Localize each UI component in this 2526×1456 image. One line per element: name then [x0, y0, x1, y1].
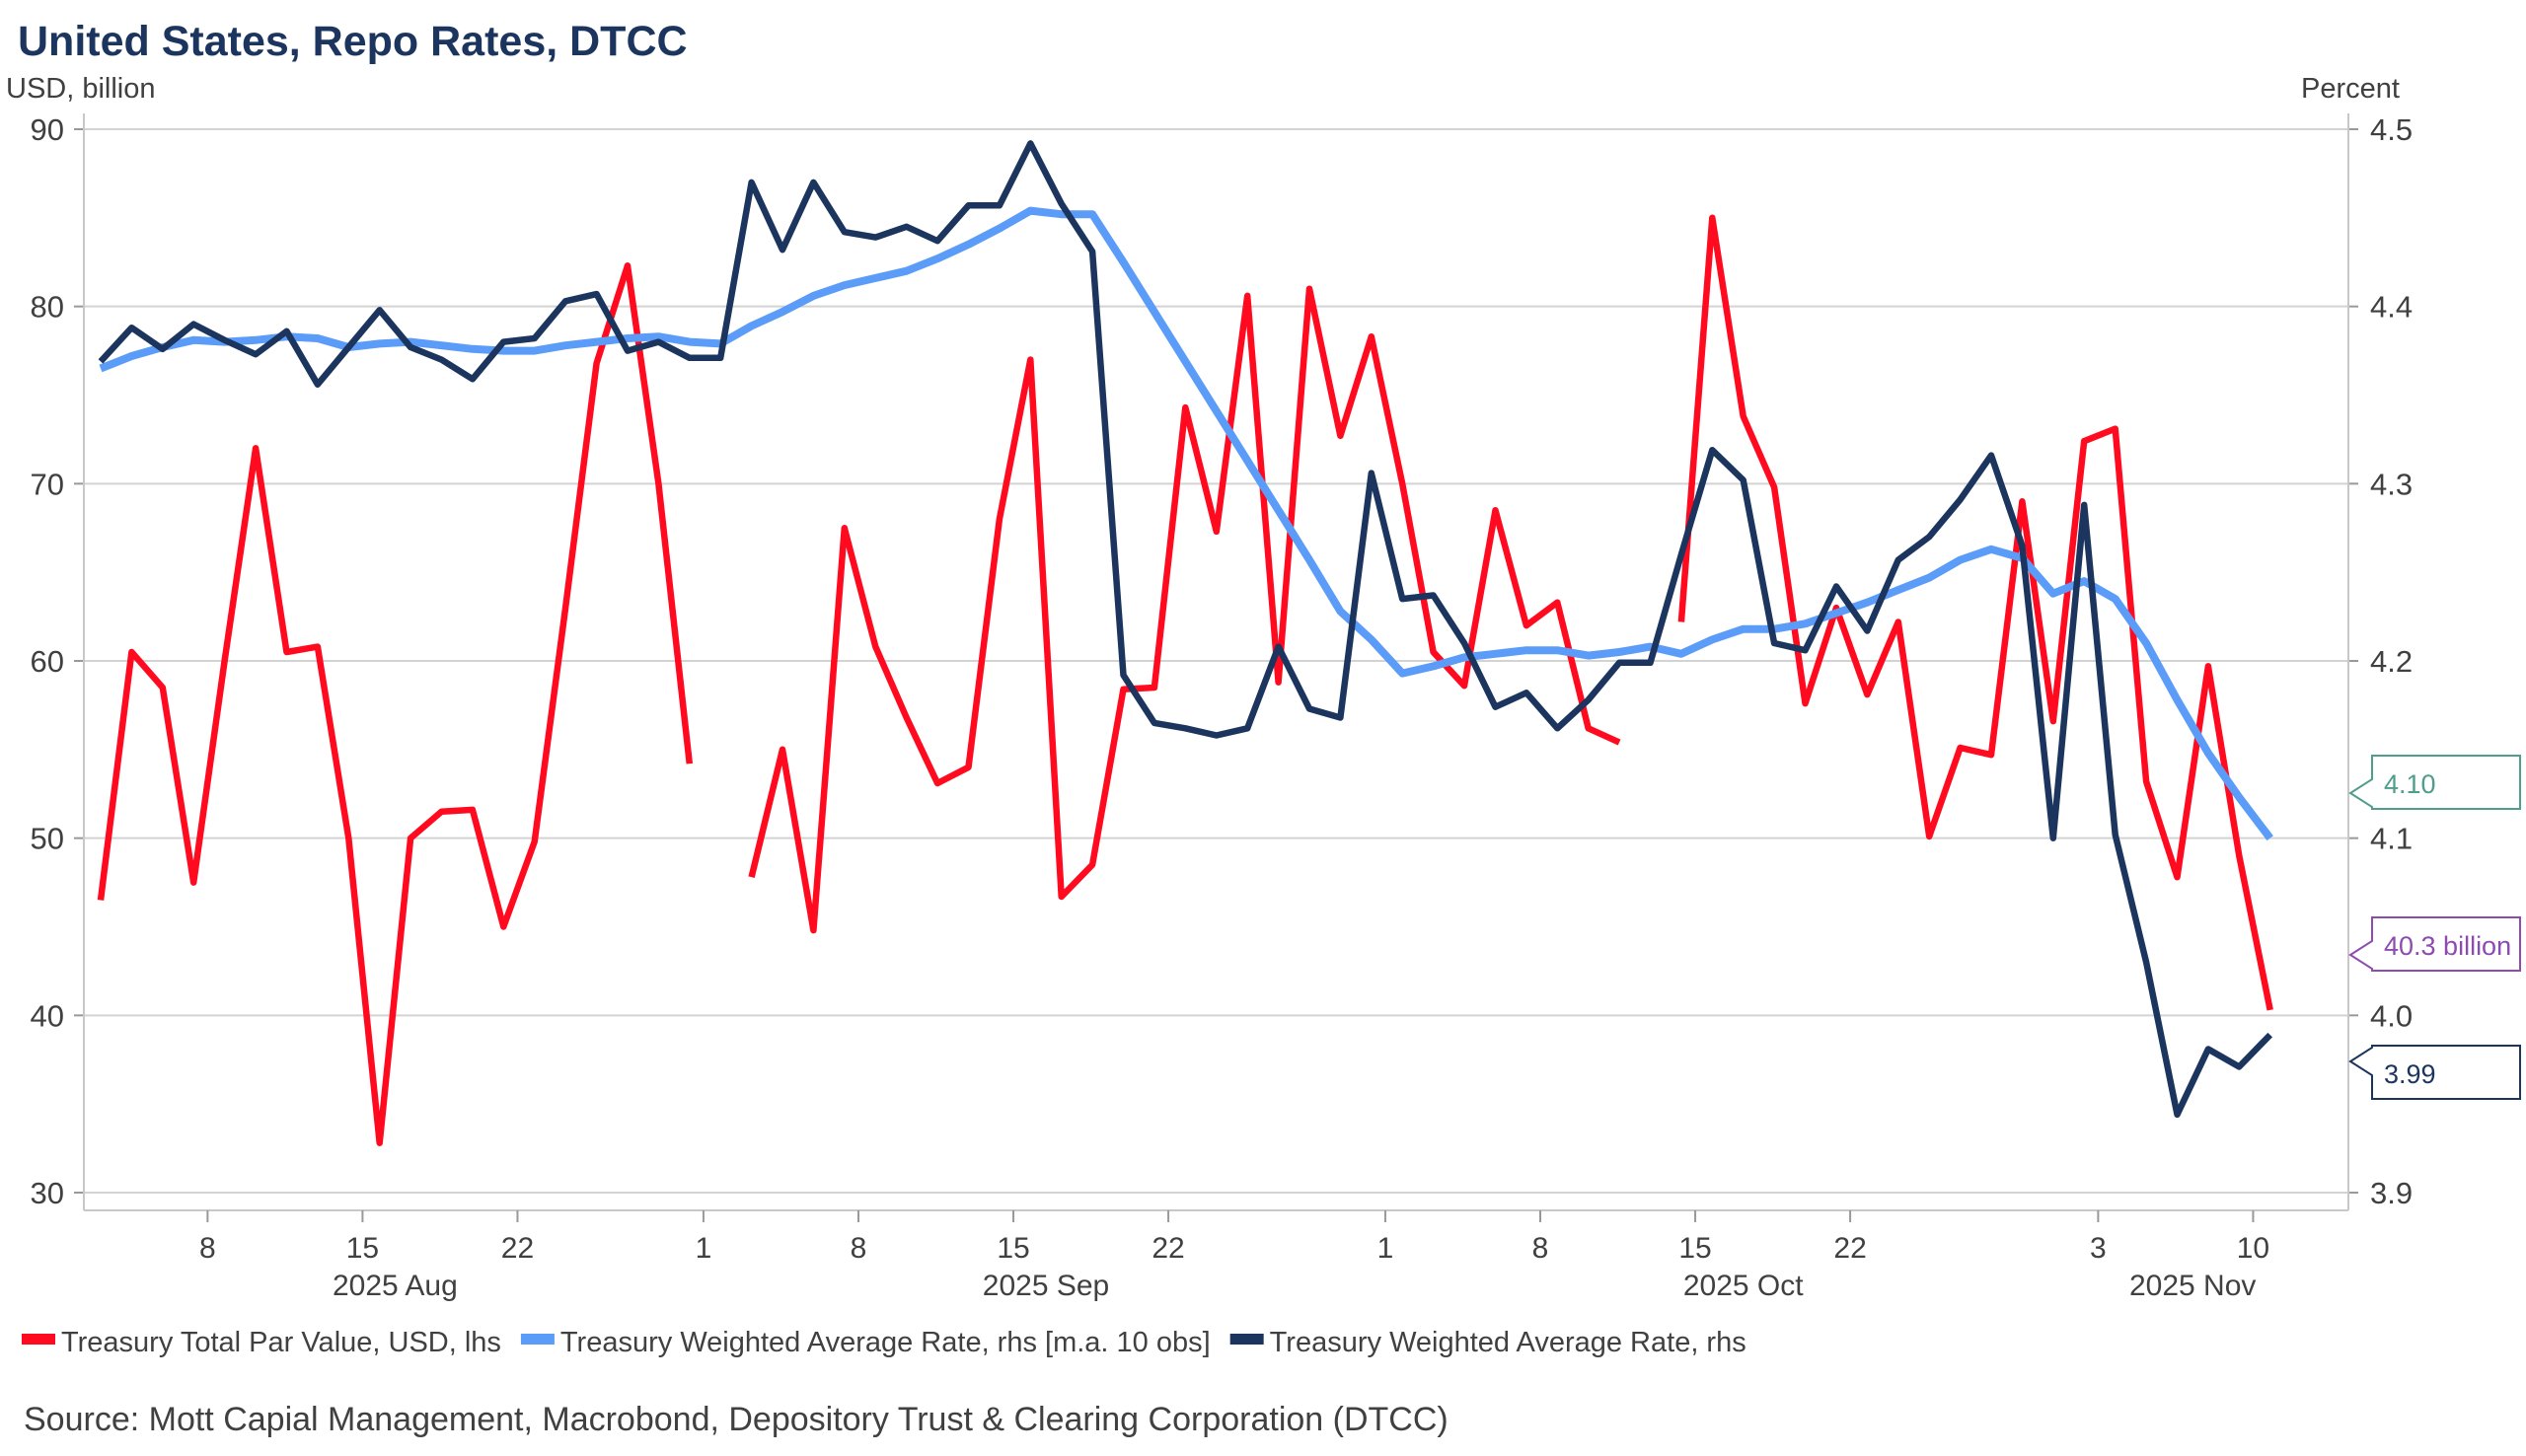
x-tick-label: 3 — [2090, 1232, 2107, 1265]
left-tick-label: 90 — [31, 112, 64, 147]
legend-label: Treasury Weighted Average Rate, rhs [m.a… — [560, 1327, 1211, 1358]
value-label-box — [2348, 1045, 2521, 1100]
month-label: 2025 Aug — [333, 1270, 458, 1302]
month-label: 2025 Nov — [2129, 1270, 2256, 1302]
value-label-box — [2348, 755, 2521, 810]
legend-swatch — [1229, 1334, 1264, 1345]
left-axis-label: USD, billion — [6, 73, 156, 105]
left-tick-label: 80 — [31, 290, 64, 325]
x-tick-label: 8 — [199, 1232, 216, 1265]
right-tick-label: 4.5 — [2370, 112, 2413, 147]
left-tick-label: 40 — [31, 998, 64, 1033]
x-tick-label: 8 — [1532, 1232, 1549, 1265]
value-label-box — [2348, 916, 2521, 972]
legend-swatch — [520, 1334, 555, 1345]
legend: Treasury Total Par Value, USD, lhs Treasu… — [22, 1327, 1746, 1358]
right-tick-label: 4.0 — [2370, 998, 2413, 1033]
value-label-text: 40.3 billion — [2384, 931, 2511, 961]
legend-label: Treasury Total Par Value, USD, lhs — [61, 1327, 501, 1358]
x-tick-label: 8 — [851, 1232, 867, 1265]
left-tick-label: 50 — [31, 822, 64, 856]
source-note: Source: Mott Capial Management, Macrobon… — [24, 1401, 1449, 1438]
left-tick-label: 30 — [31, 1176, 64, 1210]
x-tick-label: 15 — [346, 1232, 379, 1265]
right-tick-label: 4.2 — [2370, 644, 2413, 679]
x-tick-label: 10 — [2237, 1232, 2269, 1265]
series-line — [98, 140, 2273, 1119]
left-tick-label: 60 — [31, 644, 64, 679]
value-label-text: 3.99 — [2384, 1059, 2436, 1089]
month-label: 2025 Oct — [1683, 1270, 1804, 1302]
last-value-labels: 4.10 40.3 billion 3.99 — [2348, 755, 2521, 1100]
right-axis-label: Percent — [2301, 73, 2400, 105]
left-tick-label: 70 — [31, 467, 64, 501]
x-tick-label: 1 — [1377, 1232, 1394, 1265]
legend-swatch — [22, 1334, 55, 1345]
right-tick-label: 4.4 — [2370, 290, 2413, 325]
legend-label: Treasury Weighted Average Rate, rhs — [1270, 1327, 1746, 1358]
axes: 30 3.9 40 4.0 50 4.1 60 4.2 70 4.3 80 4.4 90 4.5 8 15 22… — [31, 112, 2414, 1302]
right-tick-label: 3.9 — [2370, 1176, 2413, 1210]
value-label-text: 4.10 — [2384, 769, 2436, 799]
month-label: 2025 Sep — [983, 1270, 1109, 1302]
chart-title: United States, Repo Rates, DTCC — [18, 18, 688, 65]
series-lines — [97, 140, 2273, 1146]
series-line — [99, 206, 2273, 841]
right-tick-label: 4.1 — [2370, 822, 2413, 856]
gridlines — [84, 128, 2348, 1194]
x-tick-label: 22 — [1833, 1232, 1866, 1265]
right-tick-label: 4.3 — [2370, 467, 2413, 501]
x-tick-label: 22 — [1152, 1232, 1184, 1265]
series-line — [97, 214, 2273, 1146]
x-tick-label: 15 — [1678, 1232, 1711, 1265]
x-tick-label: 1 — [696, 1232, 712, 1265]
x-tick-label: 15 — [997, 1232, 1029, 1265]
x-tick-label: 22 — [501, 1232, 534, 1265]
